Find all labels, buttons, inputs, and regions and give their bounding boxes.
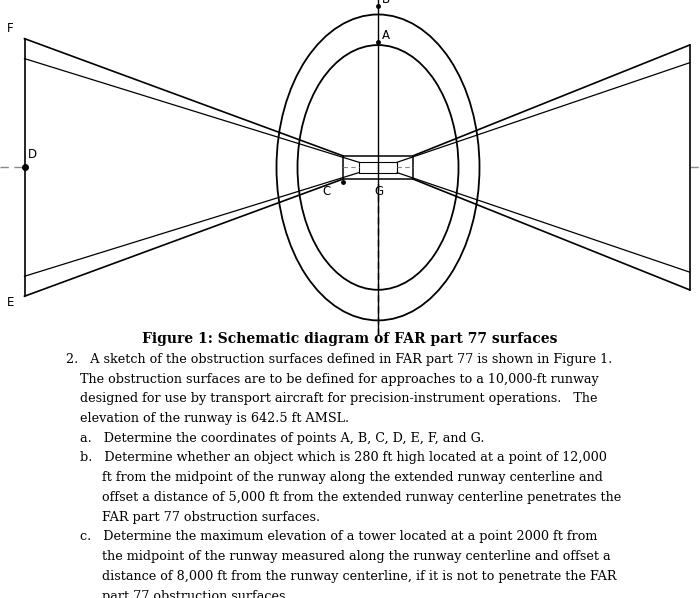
Text: a.   Determine the coordinates of points A, B, C, D, E, F, and G.: a. Determine the coordinates of points A… [80,432,485,445]
Text: distance of 8,000 ft from the runway centerline, if it is not to penetrate the F: distance of 8,000 ft from the runway cen… [102,570,616,583]
Text: FAR part 77 obstruction surfaces.: FAR part 77 obstruction surfaces. [102,511,320,524]
Text: b.   Determine whether an object which is 280 ft high located at a point of 12,0: b. Determine whether an object which is … [80,451,608,465]
Text: ft from the midpoint of the runway along the extended runway centerline and: ft from the midpoint of the runway along… [102,471,603,484]
Text: D: D [28,148,37,161]
Text: offset a distance of 5,000 ft from the extended runway centerline penetrates the: offset a distance of 5,000 ft from the e… [102,491,621,504]
Text: A: A [382,29,389,42]
Text: The obstruction surfaces are to be defined for approaches to a 10,000-ft runway: The obstruction surfaces are to be defin… [80,373,599,386]
Text: F: F [7,22,13,35]
Text: Figure 1: Schematic diagram of FAR part 77 surfaces: Figure 1: Schematic diagram of FAR part … [142,332,558,346]
Text: G: G [374,185,384,199]
Text: c.   Determine the maximum elevation of a tower located at a point 2000 ft from: c. Determine the maximum elevation of a … [80,530,598,544]
Text: B: B [382,0,390,7]
Text: part 77 obstruction surfaces.: part 77 obstruction surfaces. [102,590,289,598]
Text: the midpoint of the runway measured along the runway centerline and offset a: the midpoint of the runway measured alon… [102,550,610,563]
Text: 2.   A sketch of the obstruction surfaces defined in FAR part 77 is shown in Fig: 2. A sketch of the obstruction surfaces … [66,353,612,366]
Text: designed for use by transport aircraft for precision-instrument operations.   Th: designed for use by transport aircraft f… [80,392,598,405]
Text: elevation of the runway is 642.5 ft AMSL.: elevation of the runway is 642.5 ft AMSL… [80,412,349,425]
Text: E: E [7,296,15,309]
Text: C: C [322,185,330,199]
